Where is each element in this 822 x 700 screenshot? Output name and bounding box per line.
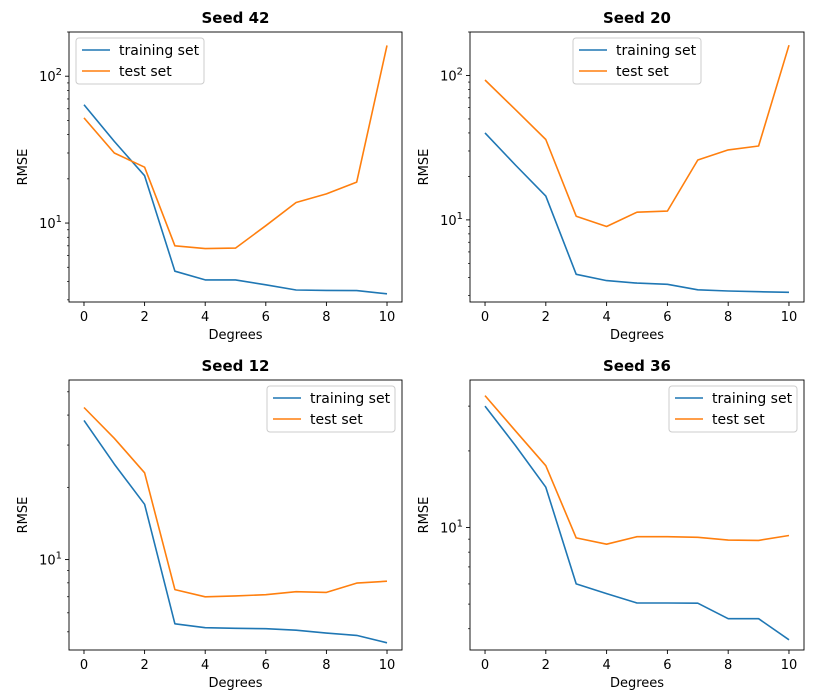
series-line-training-set bbox=[83, 419, 388, 644]
x-axis-label: Degrees bbox=[610, 676, 664, 691]
x-tick-label: 0 bbox=[80, 658, 88, 673]
legend-label: test set bbox=[712, 412, 765, 428]
series-line-test-set bbox=[484, 44, 790, 228]
legend-label: training set bbox=[310, 391, 391, 407]
x-tick-label: 6 bbox=[663, 658, 671, 673]
x-tick-label: 2 bbox=[542, 658, 550, 673]
x-tick-label: 10 bbox=[379, 310, 396, 325]
x-tick-label: 2 bbox=[542, 310, 550, 325]
axes-frame bbox=[68, 31, 403, 303]
subplot-title: Seed 42 bbox=[202, 9, 270, 27]
subplot-4: Seed 36 0 2 4 6 8 10 101 Degrees RMSE training set… bbox=[417, 357, 805, 691]
series-line-training-set bbox=[484, 132, 790, 294]
legend-label: test set bbox=[616, 64, 669, 80]
series-line-test-set bbox=[484, 395, 790, 546]
x-axis-label: Degrees bbox=[208, 328, 262, 343]
x-tick-label: 8 bbox=[322, 310, 330, 325]
subplot-3: Seed 12 0 2 4 6 8 10 101 Degrees RMSE training set… bbox=[16, 357, 403, 691]
x-tick-label: 8 bbox=[724, 310, 732, 325]
legend: training set test set bbox=[572, 37, 702, 85]
legend-label: training set bbox=[712, 391, 793, 407]
y-axis-label: RMSE bbox=[16, 497, 31, 534]
x-tick-label: 0 bbox=[481, 310, 489, 325]
x-tick-label: 8 bbox=[322, 658, 330, 673]
series-line-training-set bbox=[484, 405, 790, 641]
x-tick-label: 0 bbox=[481, 658, 489, 673]
subplot-title: Seed 20 bbox=[603, 9, 671, 27]
legend-label: test set bbox=[119, 64, 172, 80]
legend: training set test set bbox=[75, 37, 205, 85]
x-tick-label: 8 bbox=[724, 658, 732, 673]
legend-label: training set bbox=[119, 43, 200, 59]
x-tick-label: 10 bbox=[781, 658, 798, 673]
x-tick-label: 2 bbox=[140, 310, 148, 325]
x-tick-label: 6 bbox=[262, 310, 270, 325]
y-axis-label: RMSE bbox=[417, 497, 432, 534]
y-tick-label: 101 bbox=[440, 519, 463, 537]
series-line-test-set bbox=[83, 45, 388, 250]
subplot-2: Seed 20 0 2 4 6 8 10 101 102 Degrees RMSE training … bbox=[417, 9, 805, 343]
x-tick-label: 10 bbox=[781, 310, 798, 325]
subplot-title: Seed 12 bbox=[202, 357, 270, 375]
legend: training set test set bbox=[266, 385, 396, 433]
x-tick-label: 2 bbox=[140, 658, 148, 673]
y-tick-label: 101 bbox=[39, 551, 62, 569]
axes-frame bbox=[469, 379, 805, 651]
y-axis-label: RMSE bbox=[417, 149, 432, 186]
x-axis-label: Degrees bbox=[610, 328, 664, 343]
x-tick-label: 4 bbox=[201, 658, 209, 673]
y-tick-label: 101 bbox=[39, 214, 62, 232]
legend-label: test set bbox=[310, 412, 363, 428]
x-tick-label: 6 bbox=[262, 658, 270, 673]
legend: training set test set bbox=[668, 385, 798, 433]
y-axis-label: RMSE bbox=[16, 149, 31, 186]
axes-frame bbox=[68, 379, 403, 651]
x-tick-label: 4 bbox=[201, 310, 209, 325]
y-tick-label: 102 bbox=[440, 66, 463, 84]
series-line-test-set bbox=[83, 406, 388, 598]
x-tick-label: 4 bbox=[602, 310, 610, 325]
y-tick-label: 102 bbox=[39, 67, 62, 85]
subplot-title: Seed 36 bbox=[603, 357, 671, 375]
axes-frame bbox=[469, 31, 805, 303]
x-tick-label: 4 bbox=[602, 658, 610, 673]
series-line-training-set bbox=[83, 104, 388, 295]
legend-label: training set bbox=[616, 43, 697, 59]
subplot-1: Seed 42 0 2 4 6 8 10 101 102 Degrees RMSE training … bbox=[16, 9, 403, 343]
x-tick-label: 0 bbox=[80, 310, 88, 325]
x-tick-label: 6 bbox=[663, 310, 671, 325]
x-tick-label: 10 bbox=[379, 658, 396, 673]
y-tick-label: 101 bbox=[440, 211, 463, 229]
x-axis-label: Degrees bbox=[208, 676, 262, 691]
